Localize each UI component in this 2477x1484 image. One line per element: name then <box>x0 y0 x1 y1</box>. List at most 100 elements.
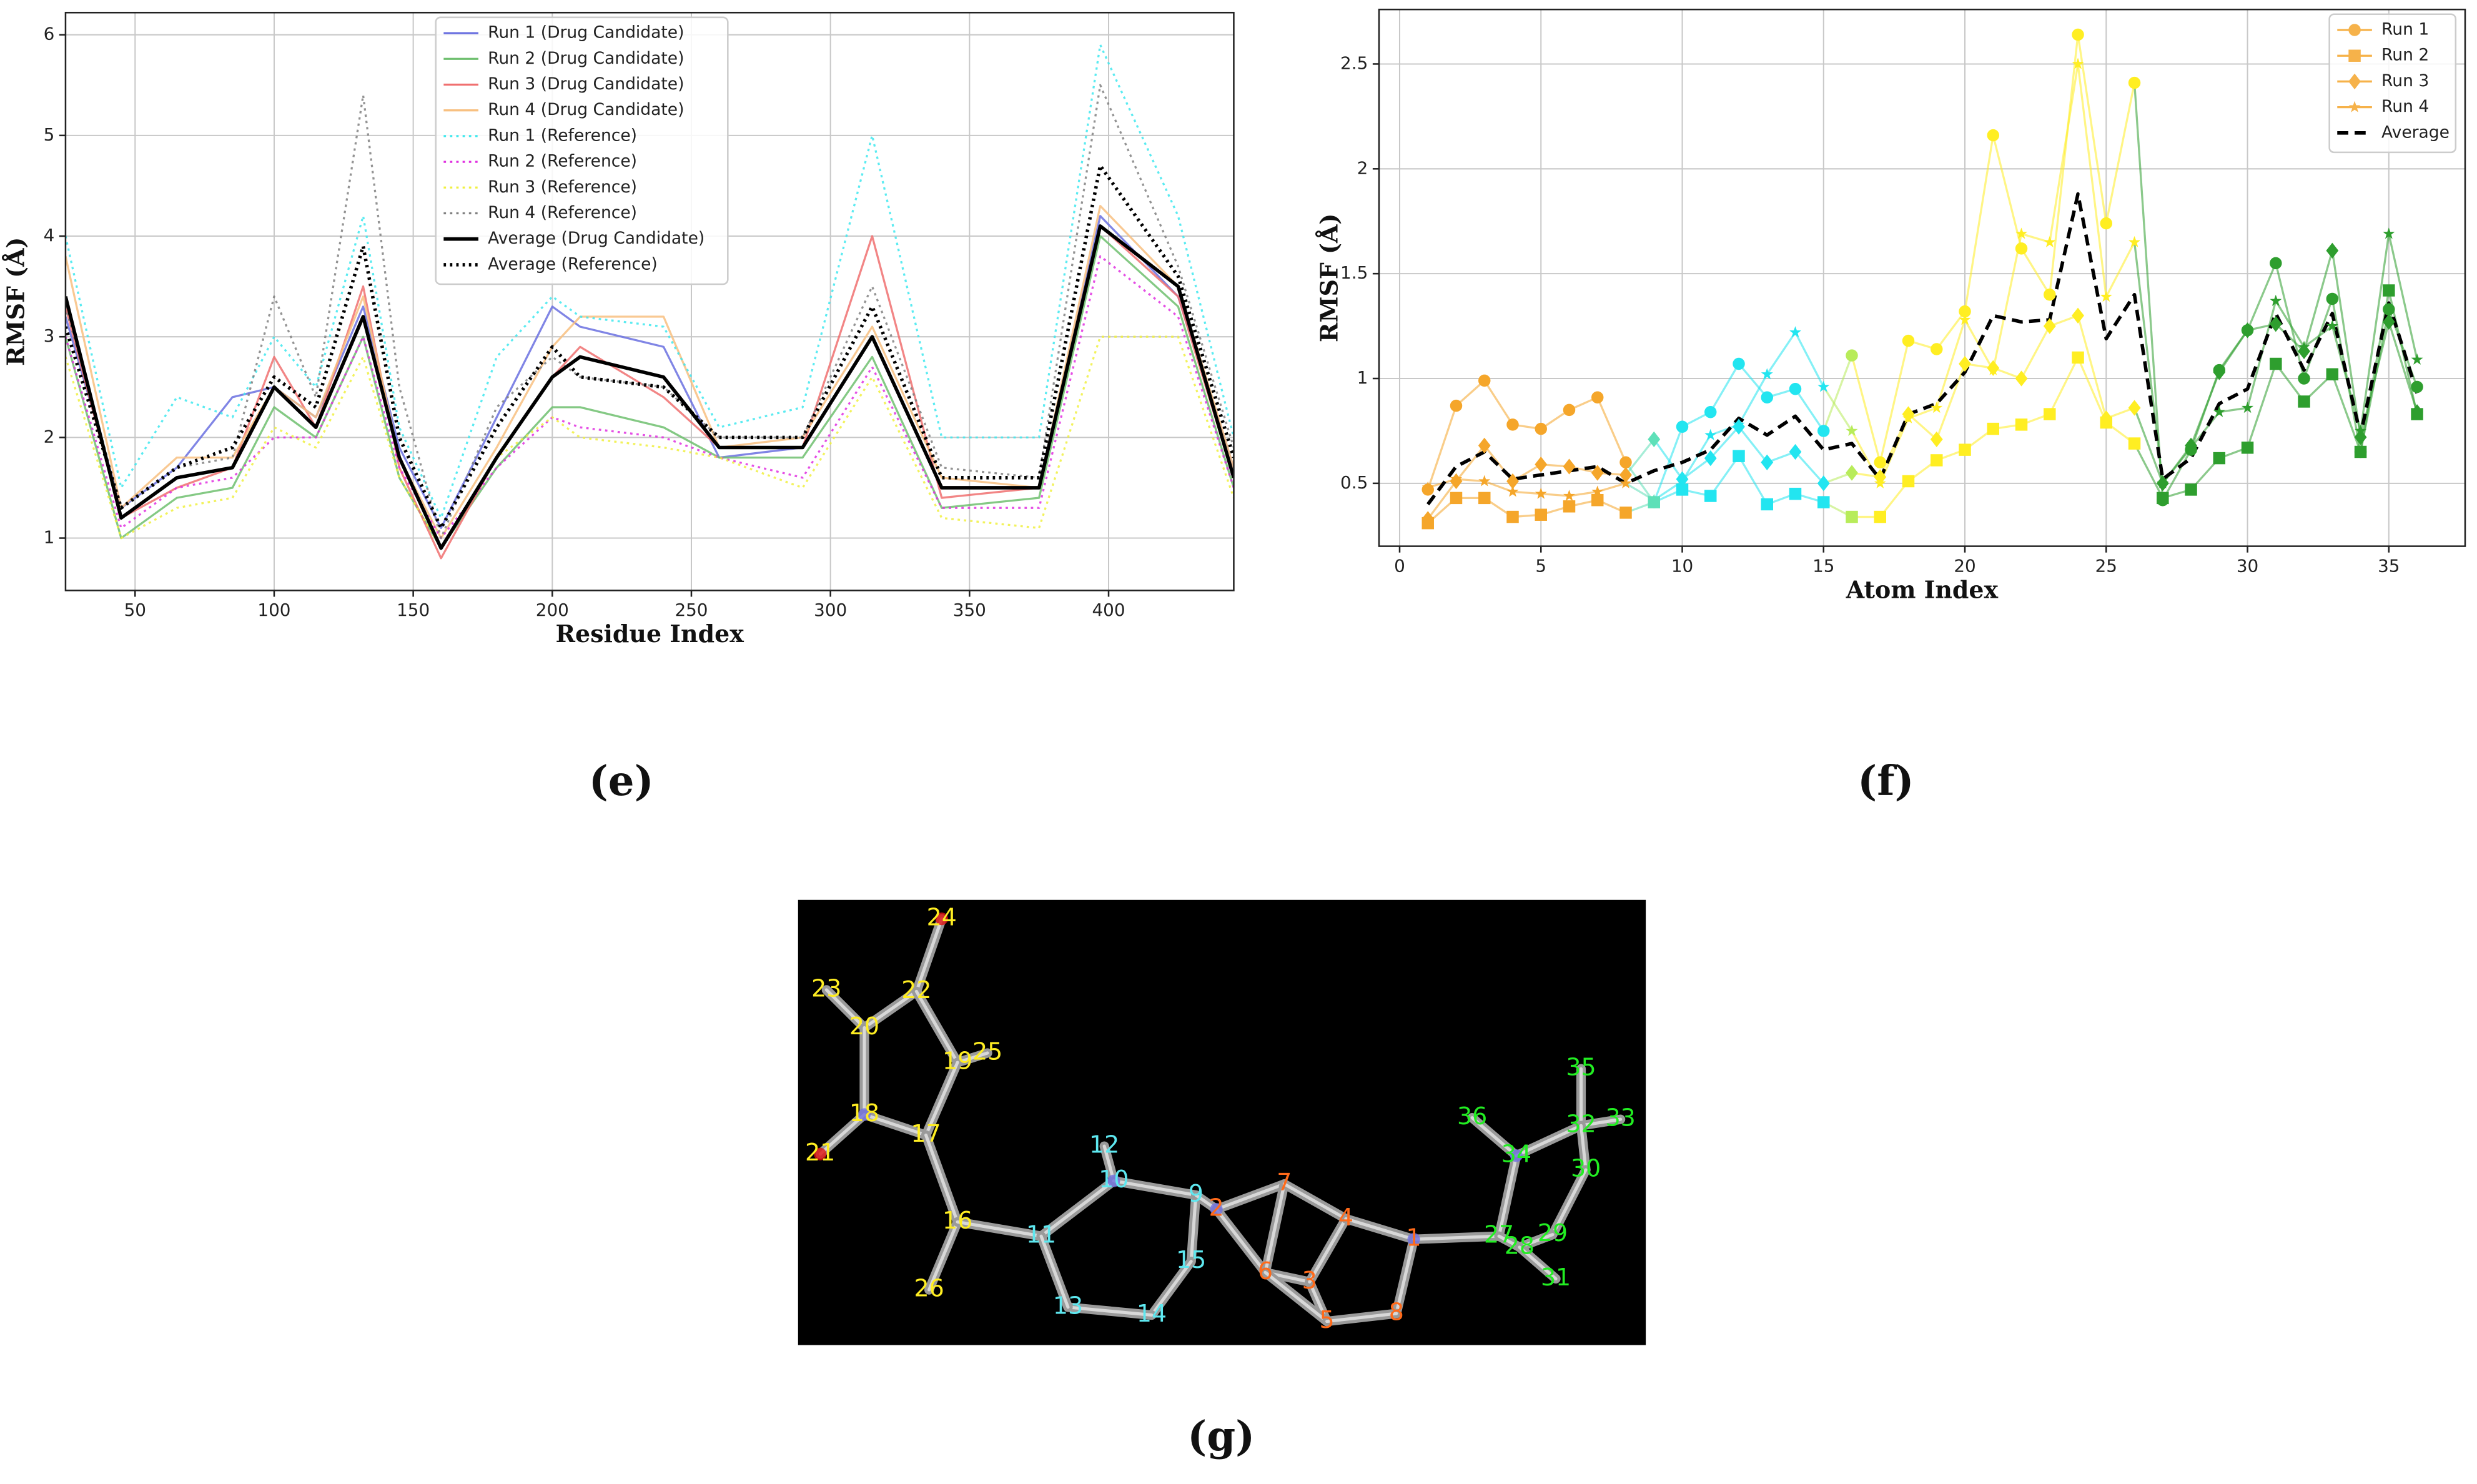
atom-label: 22 <box>901 976 931 1004</box>
marker <box>1450 473 1462 485</box>
series-segment <box>2049 64 2079 243</box>
series-segment <box>2133 443 2164 499</box>
atom-label: 3 <box>1302 1267 1317 1294</box>
series-segment <box>1738 426 1768 463</box>
marker <box>1846 349 1858 362</box>
marker <box>1874 510 1887 523</box>
series-segment <box>2133 82 2164 500</box>
marker <box>1704 490 1717 502</box>
series-segment <box>1936 363 1966 440</box>
marker <box>2072 351 2084 364</box>
marker <box>1478 492 1491 505</box>
marker <box>1761 391 1774 403</box>
series-segment <box>1681 457 1711 480</box>
atom-label: 15 <box>1176 1246 1206 1274</box>
marker <box>1789 326 1802 338</box>
series-segment <box>1653 438 1683 480</box>
marker <box>2015 242 2028 255</box>
marker <box>1450 399 1463 412</box>
x-tick-label: 10 <box>1671 555 1693 576</box>
x-tick-label: 15 <box>1812 555 1834 576</box>
marker <box>2411 380 2423 393</box>
series-segment <box>1426 480 1457 520</box>
x-tick-label: 150 <box>397 600 430 620</box>
plot-area <box>1378 9 2465 547</box>
marker <box>1591 391 1604 403</box>
bond-highlight <box>1470 1116 1518 1157</box>
marker <box>2383 284 2395 297</box>
marker <box>1959 443 1971 456</box>
series-segment <box>1907 413 1937 440</box>
marker <box>2213 364 2226 380</box>
series-segment <box>2105 242 2136 297</box>
marker <box>1421 511 1435 527</box>
y-tick-label: 2.5 <box>1340 52 1368 73</box>
bond-highlight <box>1518 1245 1558 1280</box>
marker <box>2100 410 2113 427</box>
bond-highlight <box>863 1113 928 1137</box>
marker <box>2242 402 2254 413</box>
marker <box>1846 510 1858 523</box>
bond-highlight <box>1150 1260 1193 1317</box>
series-segment <box>1992 135 2023 249</box>
marker <box>1874 456 1887 469</box>
marker <box>2015 370 2028 387</box>
series-line <box>65 224 1234 550</box>
series-segment <box>2219 407 2248 413</box>
marker <box>2298 372 2310 385</box>
bond-highlight <box>818 1113 866 1156</box>
series-segment <box>1851 355 1881 463</box>
atom-label: 25 <box>972 1037 1002 1065</box>
atom-label: 18 <box>849 1099 879 1127</box>
y-tick-label: 1.5 <box>1340 262 1368 283</box>
bond-highlight <box>1039 1179 1115 1238</box>
legend-label: Average (Reference) <box>488 254 658 274</box>
marker <box>1563 403 1576 417</box>
plot-frame <box>64 11 1235 591</box>
bond-highlight <box>1579 1117 1623 1127</box>
bond-highlight <box>927 1220 959 1292</box>
series-segment <box>2275 262 2305 379</box>
atom-highlight <box>1510 1149 1523 1162</box>
legend-label: Run 3 (Drug Candidate) <box>488 74 684 94</box>
atom-label: 26 <box>914 1275 944 1302</box>
marker <box>1902 412 1915 423</box>
atom-label: 6 <box>1258 1257 1273 1285</box>
series-segment <box>1709 455 1740 497</box>
marker <box>1987 422 2000 435</box>
series-segment <box>1822 355 1853 432</box>
bond-highlight <box>1308 1217 1348 1284</box>
series-segment <box>1709 426 1740 459</box>
series-segment <box>2247 262 2277 331</box>
marker <box>1478 437 1491 454</box>
panel-label: (g) <box>1187 1412 1255 1460</box>
atom-label: 8 <box>1389 1298 1404 1326</box>
x-tick-label: 50 <box>124 600 146 620</box>
marker <box>2241 442 2254 454</box>
legend-label: Average (Drug Candidate) <box>488 229 705 248</box>
marker <box>2382 314 2395 330</box>
marker <box>2185 441 2197 453</box>
marker <box>1931 343 1943 355</box>
series-line <box>65 164 1234 530</box>
series-segment <box>1738 373 1768 425</box>
series-segment <box>1936 310 1966 350</box>
marker <box>2072 28 2084 41</box>
marker <box>1478 475 1491 487</box>
series-segment <box>1879 340 1910 463</box>
marker <box>2241 322 2254 339</box>
legend-label: Run 4 <box>2381 97 2429 116</box>
series-segment <box>2303 250 2333 352</box>
atom-label: 4 <box>1338 1204 1353 1231</box>
marker <box>1676 420 1689 433</box>
marker <box>1619 456 1632 469</box>
series-segment <box>2077 34 2107 224</box>
marker <box>2128 400 2141 416</box>
marker <box>1591 465 1604 481</box>
atom-label: 34 <box>1501 1140 1531 1168</box>
atom-label: 30 <box>1571 1154 1601 1182</box>
legend-marker <box>2348 24 2361 36</box>
marker <box>1846 465 1858 481</box>
series-segment <box>1653 426 1684 503</box>
x-tick-label: 250 <box>675 600 708 620</box>
